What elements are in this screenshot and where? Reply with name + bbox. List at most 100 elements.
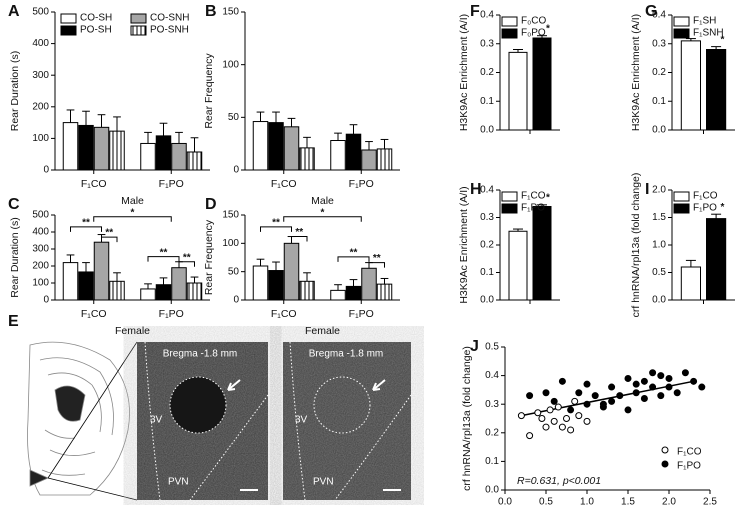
- error-bar: [113, 272, 121, 282]
- scatter-point: [640, 377, 648, 385]
- scatter-point: [517, 412, 525, 420]
- bar: [93, 241, 110, 301]
- x-tick-label: 2.0: [662, 497, 676, 505]
- legend-label: F₁PO: [521, 203, 545, 214]
- y-tick-label: 200: [32, 261, 49, 272]
- x-tick-label: 1.0: [580, 497, 594, 505]
- y-tick-label: 0.1: [652, 96, 666, 107]
- legend-label: PO-SH: [80, 25, 112, 36]
- error-bar: [113, 116, 121, 132]
- bar: [345, 133, 362, 171]
- y-axis-label: H3K9Ac Enrichment (A/I): [458, 14, 470, 131]
- error-bar: [513, 49, 523, 53]
- micrograph: Bregma -1.8 mm 3V PVN: [283, 341, 412, 501]
- significance-label: **: [373, 253, 381, 264]
- error-bar: [97, 114, 106, 128]
- error-bar: [334, 132, 342, 141]
- region-label: 3V: [150, 415, 163, 426]
- legend-label: F₁SH: [693, 16, 716, 27]
- significance-label: **: [350, 248, 358, 259]
- x-tick-label: 1.5: [621, 497, 635, 505]
- error-bar: [537, 35, 547, 38]
- error-bar: [159, 277, 168, 285]
- y-axis-label: Rear Duration (s): [9, 51, 21, 132]
- chart-panel: C 0 100 200 300 400 500 Rear Duration (s) Female…: [8, 196, 210, 337]
- error-bar: [380, 138, 389, 149]
- micrograph: Bregma -1.8 mm 3V PVN: [137, 341, 269, 501]
- legend-swatch: [60, 25, 77, 36]
- scatter-point: [575, 389, 583, 397]
- y-tick-label: 0.3: [652, 38, 666, 49]
- scatter-point: [575, 412, 583, 420]
- scatter-point: [690, 377, 698, 385]
- y-tick-label: 0.4: [485, 370, 499, 381]
- panel-letter: H: [470, 181, 482, 198]
- y-tick-label: 0: [43, 295, 49, 306]
- bar: [361, 149, 377, 171]
- scatter-point: [542, 389, 550, 397]
- y-tick-label: 0.1: [485, 456, 499, 467]
- legend-swatch: [501, 28, 518, 39]
- bar: [62, 122, 79, 171]
- y-tick-label: 0.5: [652, 267, 666, 278]
- scatter-point: [558, 377, 566, 385]
- error-bar: [513, 228, 523, 232]
- scatter-point: [608, 397, 616, 405]
- error-bar: [287, 117, 296, 127]
- significance-label: **: [183, 252, 191, 263]
- panel-e: E Bregma -1.8 mm 3V PVN: [8, 313, 412, 501]
- panel-letter: F: [470, 3, 480, 20]
- legend-swatch: [673, 191, 690, 202]
- y-tick-label: 0.2: [485, 427, 499, 438]
- bar: [532, 37, 552, 131]
- bar: [376, 148, 393, 171]
- chart-panel: F 0.0 0.1 0.2 0.3 0.4 H3K9Ac Enrichment (A/I) *…: [458, 3, 560, 136]
- bar: [361, 267, 377, 301]
- significance-label: *: [720, 202, 724, 213]
- y-axis-label: crf hnRNA/rpl13a (fold change): [630, 173, 642, 318]
- x-tick-label: 0.5: [539, 497, 553, 505]
- error-bar: [144, 131, 152, 144]
- chart-panel: I 0.0 0.5 1.0 1.5 2.0 crf hnRNA/rpl13a (fold c…: [630, 173, 735, 318]
- scatter-point: [608, 383, 616, 391]
- error-bar: [365, 141, 373, 150]
- significance-bracket: [147, 256, 180, 262]
- scatter-point: [583, 400, 591, 408]
- x-tick-label: F₁PO: [159, 178, 184, 190]
- scatter-point: [665, 383, 673, 391]
- error-bar: [685, 38, 696, 41]
- y-tick-label: 0.0: [485, 485, 499, 496]
- chart-panel: J 0.0 0.1 0.2 0.3 0.4 0.5 crf hnRNA/rpl13a (fol…: [461, 338, 718, 510]
- y-tick-label: 0: [233, 295, 239, 306]
- legend-swatch: [60, 13, 77, 24]
- bar: [706, 218, 727, 301]
- y-tick-label: 0: [233, 165, 239, 176]
- scatter-point: [632, 389, 640, 397]
- y-axis-label: crf hnRNA/rpl13a (fold change): [461, 346, 473, 491]
- x-tick-label: F₁PO: [159, 308, 184, 320]
- x-tick-label: 2.5: [703, 497, 717, 505]
- stat-annotation: R=0.631, p<0.001: [517, 475, 601, 487]
- y-tick-label: 100: [32, 133, 49, 144]
- legend-label: F₁CO: [521, 191, 546, 202]
- scatter-point: [550, 417, 558, 425]
- legend-label: F₁CO: [693, 191, 718, 202]
- y-tick-label: 100: [32, 278, 49, 289]
- y-tick-label: 50: [228, 112, 240, 123]
- legend-label: F₀CO: [521, 16, 546, 27]
- error-bar: [256, 111, 265, 122]
- error-bar: [711, 213, 722, 219]
- panel-letter: G: [645, 3, 657, 20]
- y-tick-label: 0.2: [652, 67, 666, 78]
- significance-bracket: [260, 226, 292, 232]
- y-tick-label: 500: [32, 7, 49, 18]
- x-tick-label: F₁PO: [349, 308, 374, 320]
- bar: [93, 126, 110, 171]
- y-tick-label: 0.5: [485, 342, 499, 353]
- error-bar: [144, 283, 152, 289]
- scatter-point: [554, 403, 562, 411]
- y-axis-label: H3K9Ac Enrichment (A/I): [630, 14, 642, 131]
- error-bar: [256, 258, 265, 266]
- significance-bracket: [337, 256, 370, 262]
- y-tick-label: 0.0: [652, 125, 666, 136]
